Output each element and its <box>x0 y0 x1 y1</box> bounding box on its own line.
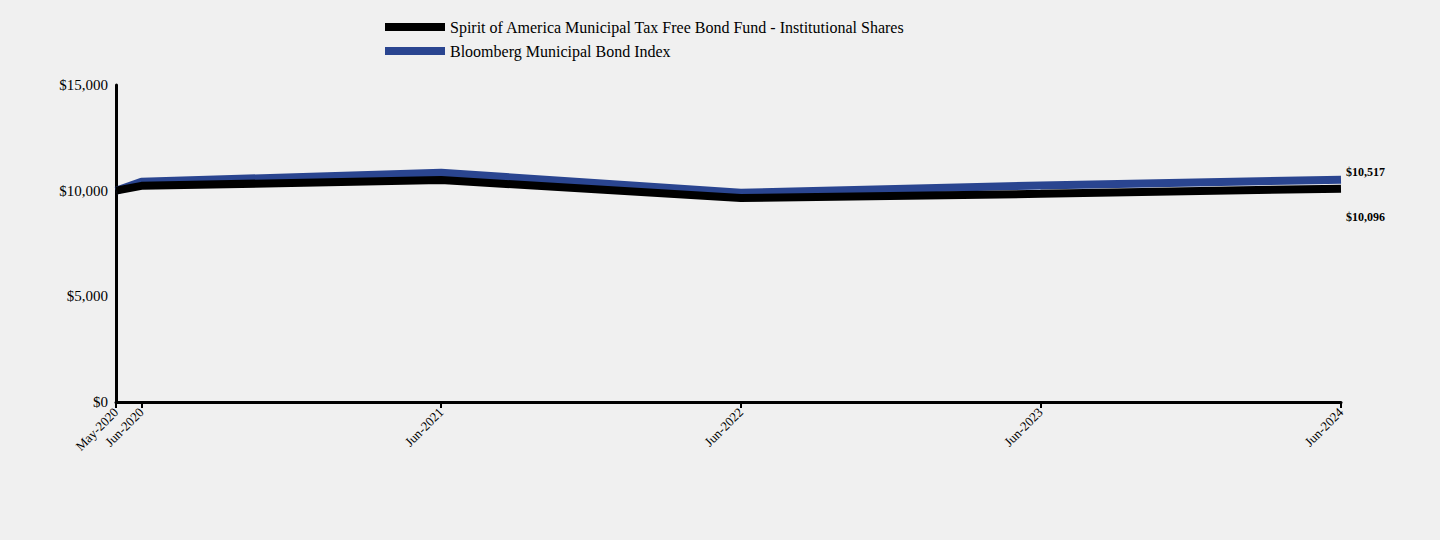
svg-text:Jun-2023: Jun-2023 <box>1001 405 1046 450</box>
svg-text:May-2020: May-2020 <box>72 404 122 454</box>
svg-text:Bloomberg Municipal Bond Index: Bloomberg Municipal Bond Index <box>450 43 671 61</box>
svg-text:Jun-2021: Jun-2021 <box>402 405 447 450</box>
svg-text:Spirit of America Municipal Ta: Spirit of America Municipal Tax Free Bon… <box>450 19 904 37</box>
svg-text:$5,000: $5,000 <box>67 288 108 304</box>
svg-text:$15,000: $15,000 <box>59 77 108 93</box>
svg-text:$10,517: $10,517 <box>1346 165 1385 179</box>
svg-text:$0: $0 <box>93 394 108 410</box>
svg-text:Jun-2024: Jun-2024 <box>1302 404 1347 449</box>
svg-text:Jun-2020: Jun-2020 <box>102 405 147 450</box>
svg-text:$10,000: $10,000 <box>59 183 108 199</box>
svg-text:Jun-2022: Jun-2022 <box>701 405 746 450</box>
svg-text:$10,096: $10,096 <box>1346 210 1385 224</box>
